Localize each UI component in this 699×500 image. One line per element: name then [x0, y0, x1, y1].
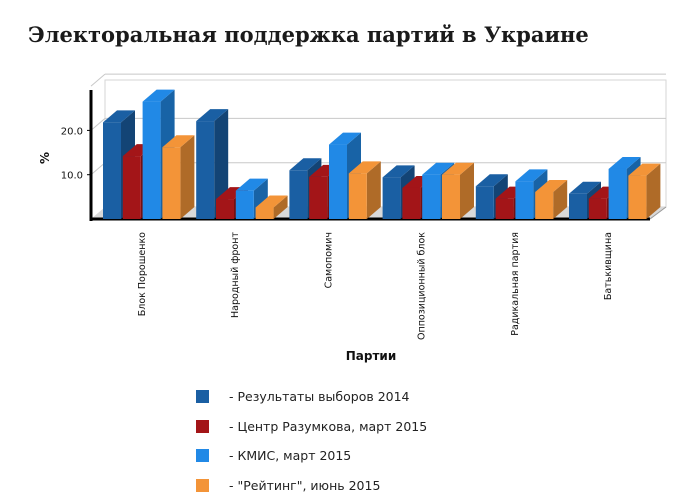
- bar-front: [216, 199, 234, 219]
- bar-front: [103, 122, 121, 219]
- legend-label: - КМИС, март 2015: [229, 448, 351, 463]
- x-tick-label: Народный фронт: [230, 232, 241, 318]
- legend-item: - Результаты выборов 2014: [196, 382, 427, 412]
- x-tick-label: Батькивщина: [603, 232, 614, 300]
- bar-front: [476, 186, 494, 219]
- gridline: [91, 74, 105, 86]
- bar: [349, 161, 381, 219]
- bar: [162, 135, 194, 219]
- bar-front: [402, 188, 420, 219]
- bar-front: [256, 207, 274, 219]
- bar-front: [349, 173, 367, 219]
- bar-front: [442, 175, 460, 219]
- legend: - Результаты выборов 2014 - Центр Разумко…: [196, 382, 427, 500]
- bar-front: [309, 177, 327, 219]
- y-tick-label: 20.0: [61, 126, 83, 137]
- bar: [442, 163, 474, 219]
- gridline: [91, 163, 105, 175]
- x-tick-label: Радикальная партия: [510, 232, 521, 336]
- x-tick-label: Самопомич: [323, 232, 334, 288]
- legend-item: - "Рейтинг", июнь 2015: [196, 471, 427, 500]
- gridline: [91, 118, 105, 130]
- bar-front: [162, 147, 180, 219]
- legend-label: - "Рейтинг", июнь 2015: [229, 478, 380, 493]
- x-axis-label: Партии: [346, 349, 397, 363]
- x-tick-label: Оппозиционный блок: [417, 232, 428, 340]
- bar-front: [628, 176, 646, 219]
- y-axis-label: %: [38, 152, 52, 164]
- y-tick-label: 10.0: [61, 171, 83, 182]
- legend-swatch: [196, 420, 209, 433]
- bar-front: [329, 145, 347, 219]
- legend-swatch: [196, 479, 209, 492]
- bar: [628, 164, 660, 219]
- legend-swatch: [196, 449, 209, 462]
- legend-label: - Центр Разумкова, март 2015: [229, 419, 427, 434]
- legend-item: - КМИС, март 2015: [196, 441, 427, 471]
- bar-front: [589, 199, 607, 219]
- bar-front: [569, 194, 587, 219]
- bar-front: [383, 177, 401, 219]
- bar-front: [196, 121, 214, 219]
- bar-side: [180, 135, 194, 219]
- bar-front: [123, 156, 141, 219]
- bar-front: [422, 175, 440, 219]
- legend-item: - Центр Разумкова, март 2015: [196, 412, 427, 442]
- bar-front: [496, 199, 514, 219]
- bar-front: [236, 191, 254, 219]
- bar-front: [515, 181, 533, 219]
- legend-label: - Результаты выборов 2014: [229, 389, 410, 404]
- bar-front: [535, 192, 553, 219]
- bar-front: [289, 170, 307, 219]
- legend-swatch: [196, 390, 209, 403]
- bar-front: [143, 102, 161, 219]
- bar-front: [609, 169, 627, 219]
- x-tick-label: Блок Порошенко: [137, 232, 148, 316]
